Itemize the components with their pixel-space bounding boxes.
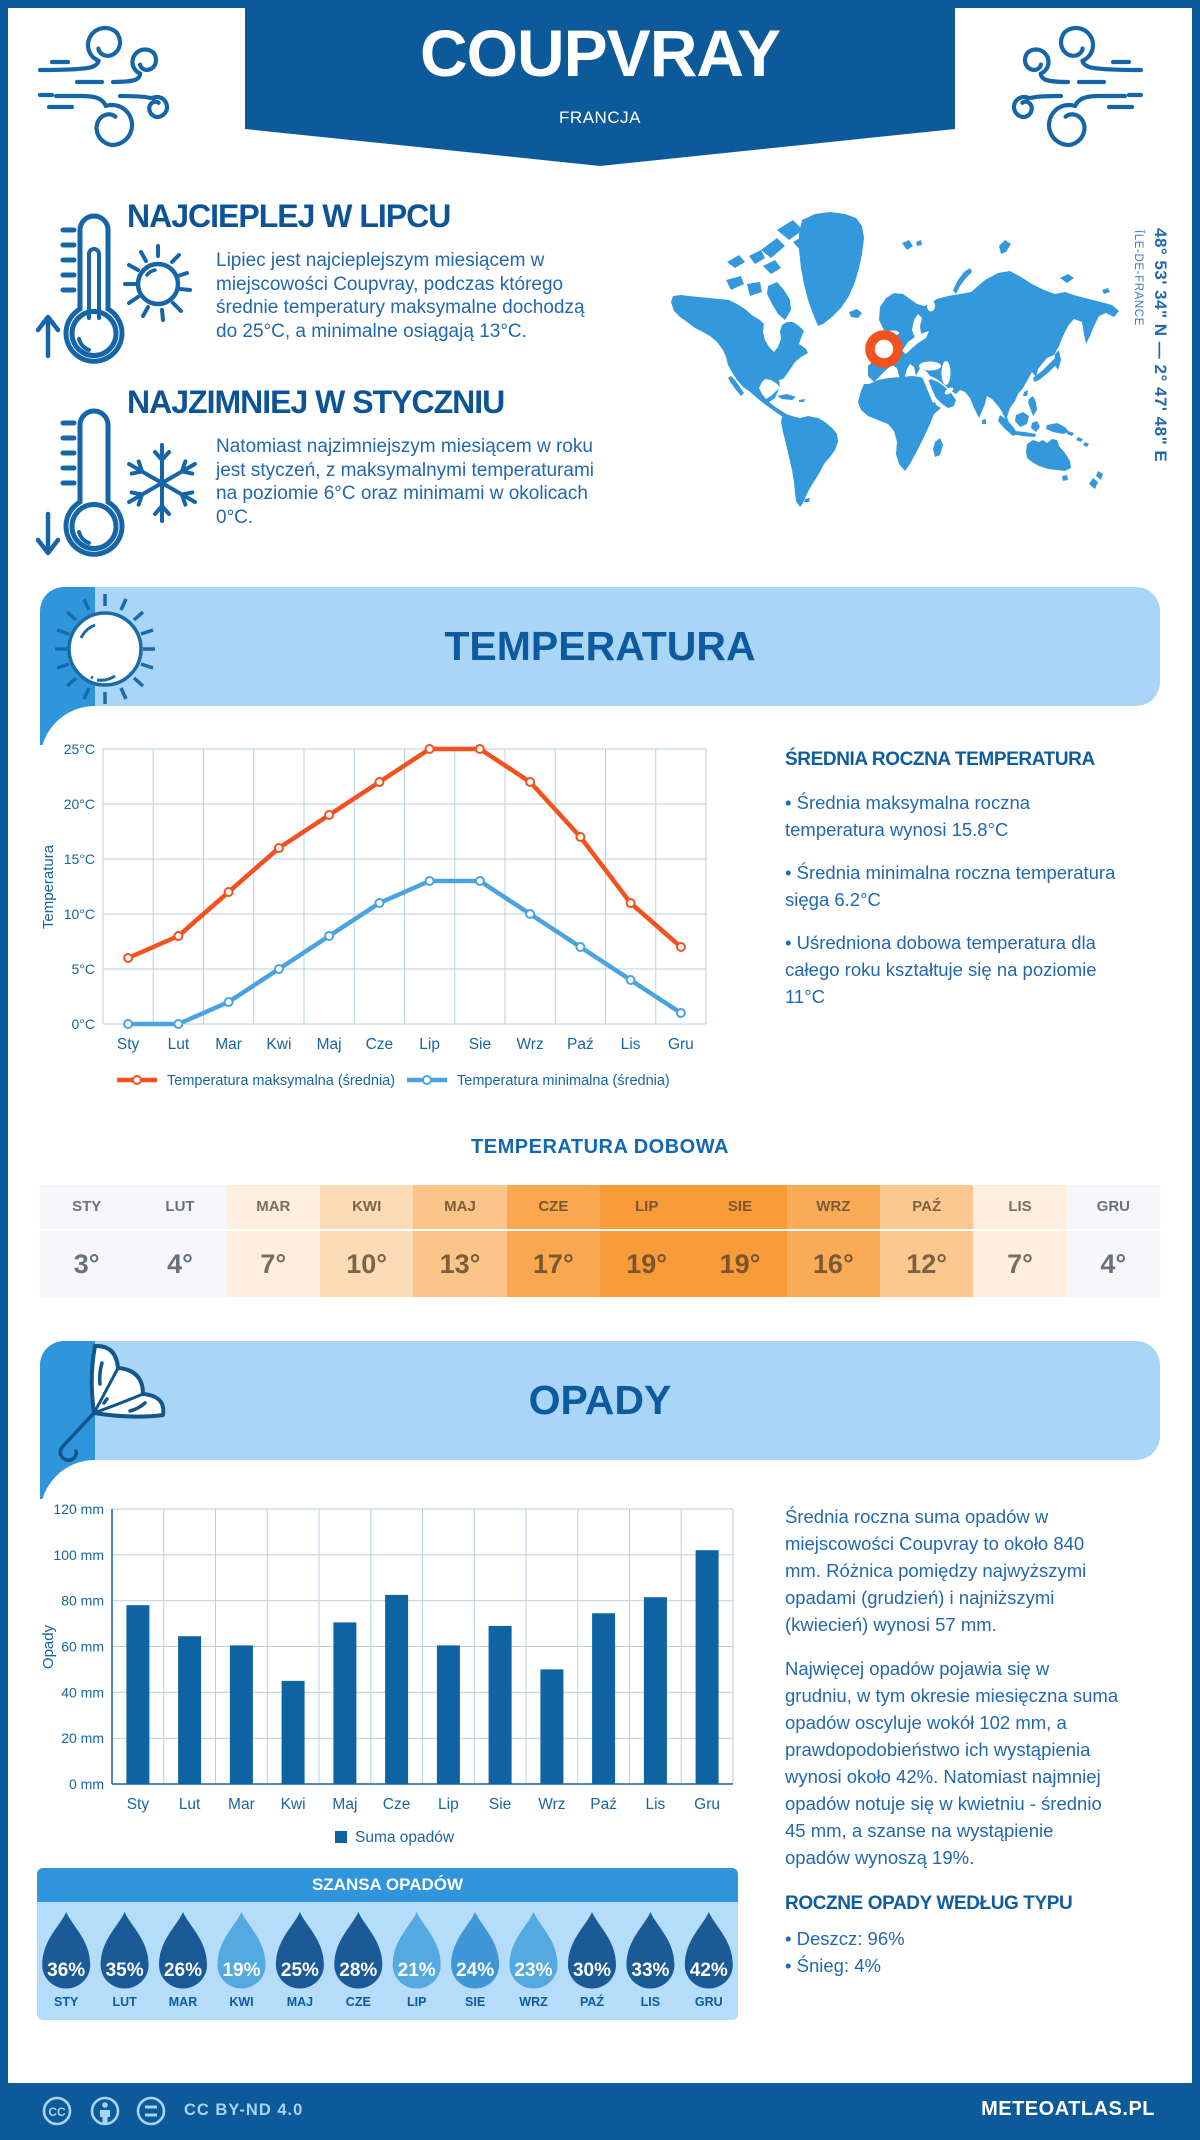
- svg-text:Cze: Cze: [383, 1796, 411, 1813]
- svg-text:MAR: MAR: [169, 1995, 197, 2009]
- svg-text:Mar: Mar: [228, 1796, 255, 1813]
- svg-text:25%: 25%: [281, 1960, 319, 1981]
- svg-text:Mar: Mar: [215, 1036, 242, 1053]
- svg-text:Lis: Lis: [645, 1796, 665, 1813]
- svg-text:STY: STY: [54, 1995, 79, 2009]
- svg-text:35%: 35%: [106, 1960, 144, 1981]
- svg-text:Wrz: Wrz: [538, 1796, 565, 1813]
- svg-text:CC: CC: [48, 2105, 66, 2119]
- svg-text:10°C: 10°C: [64, 906, 95, 922]
- svg-text:Lut: Lut: [179, 1796, 201, 1813]
- svg-text:Paź: Paź: [590, 1796, 617, 1813]
- svg-text:Lut: Lut: [168, 1036, 190, 1053]
- svg-text:Lip: Lip: [419, 1036, 440, 1053]
- svg-text:Wrz: Wrz: [516, 1036, 543, 1053]
- svg-text:Temperatura maksymalna (średni: Temperatura maksymalna (średnia): [167, 1073, 395, 1089]
- svg-text:LIP: LIP: [407, 1995, 426, 2009]
- svg-text:Sty: Sty: [117, 1036, 140, 1053]
- svg-text:Temperatura minimalna (średnia: Temperatura minimalna (średnia): [457, 1073, 670, 1089]
- svg-text:GRU: GRU: [695, 1995, 723, 2009]
- svg-text:WRZ: WRZ: [519, 1995, 548, 2009]
- svg-text:Kwi: Kwi: [266, 1036, 291, 1053]
- svg-text:5°C: 5°C: [72, 961, 96, 977]
- svg-text:Sie: Sie: [489, 1796, 511, 1813]
- svg-text:23%: 23%: [514, 1960, 552, 1981]
- svg-text:Temperatura: Temperatura: [40, 844, 57, 929]
- svg-text:36%: 36%: [47, 1960, 85, 1981]
- svg-text:24%: 24%: [456, 1960, 494, 1981]
- svg-text:20°C: 20°C: [64, 796, 95, 812]
- svg-text:Opady: Opady: [40, 1624, 57, 1669]
- svg-text:LIS: LIS: [641, 1995, 660, 2009]
- svg-text:KWI: KWI: [229, 1995, 253, 2009]
- svg-text:Maj: Maj: [317, 1036, 342, 1053]
- svg-text:25°C: 25°C: [64, 741, 95, 757]
- svg-text:Gru: Gru: [668, 1036, 694, 1053]
- svg-text:LUT: LUT: [112, 1995, 137, 2009]
- svg-text:26%: 26%: [164, 1960, 202, 1981]
- svg-text:19%: 19%: [222, 1960, 260, 1981]
- svg-text:15°C: 15°C: [64, 851, 95, 867]
- svg-text:30%: 30%: [573, 1960, 611, 1981]
- svg-text:28%: 28%: [339, 1960, 377, 1981]
- svg-text:Lis: Lis: [621, 1036, 641, 1053]
- svg-text:MAJ: MAJ: [287, 1995, 313, 2009]
- svg-text:0 mm: 0 mm: [69, 1776, 104, 1792]
- svg-text:42%: 42%: [690, 1960, 728, 1981]
- svg-text:Kwi: Kwi: [281, 1796, 306, 1813]
- svg-text:Sie: Sie: [469, 1036, 491, 1053]
- svg-text:60 mm: 60 mm: [61, 1639, 104, 1655]
- svg-text:CZE: CZE: [346, 1995, 371, 2009]
- svg-text:33%: 33%: [631, 1960, 669, 1981]
- svg-text:Sty: Sty: [127, 1796, 150, 1813]
- svg-text:SIE: SIE: [465, 1995, 485, 2009]
- svg-text:0°C: 0°C: [72, 1016, 96, 1032]
- svg-text:120 mm: 120 mm: [53, 1501, 104, 1517]
- svg-text:Cze: Cze: [366, 1036, 394, 1053]
- svg-text:80 mm: 80 mm: [61, 1593, 104, 1609]
- svg-text:100 mm: 100 mm: [53, 1547, 104, 1563]
- svg-text:Suma opadów: Suma opadów: [355, 1829, 455, 1846]
- svg-text:PAŹ: PAŹ: [580, 1994, 604, 2009]
- svg-text:20 mm: 20 mm: [61, 1730, 104, 1746]
- svg-text:21%: 21%: [398, 1960, 436, 1981]
- svg-text:Lip: Lip: [438, 1796, 459, 1813]
- svg-text:Maj: Maj: [332, 1796, 357, 1813]
- svg-text:40 mm: 40 mm: [61, 1684, 104, 1700]
- svg-text:Paź: Paź: [567, 1036, 594, 1053]
- svg-text:Gru: Gru: [694, 1796, 720, 1813]
